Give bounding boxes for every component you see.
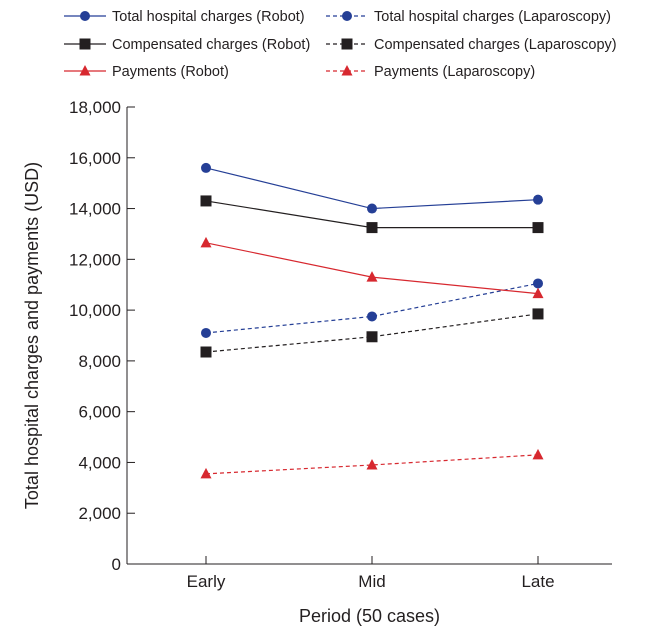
data-point [533, 194, 543, 205]
legend-label: Payments (Laparoscopy) [374, 64, 535, 80]
series-line [205, 282, 539, 334]
y-tick-label: 16,000 [69, 149, 121, 168]
data-point [366, 331, 378, 343]
data-point [200, 467, 212, 479]
y-tick-label: 4,000 [78, 453, 121, 472]
data-point [367, 203, 377, 214]
legend-label: Payments (Robot) [112, 64, 229, 80]
data-point [201, 327, 211, 338]
legend-label: Total hospital charges (Laparoscopy) [374, 9, 611, 25]
y-tick-label: 10,000 [69, 301, 121, 320]
data-point [532, 308, 544, 320]
data-point [200, 195, 212, 207]
legend-item: Payments (Laparoscopy) [326, 64, 535, 80]
data-point [532, 287, 544, 299]
legend-marker [342, 11, 352, 21]
y-tick-label: 8,000 [78, 352, 121, 371]
series-6 [200, 448, 544, 479]
x-axis-ticks: Early Mid Late [187, 556, 555, 591]
legend-label: Total hospital charges (Robot) [112, 9, 305, 25]
series-2 [201, 278, 543, 338]
y-tick-label: 18,000 [69, 98, 121, 117]
x-tick-label: Early [187, 572, 226, 591]
y-tick-label: 2,000 [78, 504, 121, 523]
data-point [532, 448, 544, 460]
legend-marker [80, 11, 90, 21]
legend-label: Compensated charges (Laparoscopy) [374, 37, 617, 53]
legend-item: Compensated charges (Robot) [64, 37, 310, 53]
chart-legend: Total hospital charges (Robot) Total hosp… [64, 9, 617, 80]
y-axis-ticks: 0 2,000 4,000 6,000 8,000 10,000 12,000 14,000 1… [69, 98, 135, 574]
data-point [200, 346, 212, 358]
y-tick-label: 12,000 [69, 250, 121, 269]
data-point [533, 278, 543, 289]
series-4 [200, 308, 544, 358]
x-axis-label: Period (50 cases) [299, 606, 440, 626]
data-point [366, 222, 378, 234]
data-point [200, 236, 212, 248]
series-3 [200, 195, 544, 234]
chart-axes: 0 2,000 4,000 6,000 8,000 10,000 12,000 14,000 1… [69, 98, 612, 591]
legend-label: Compensated charges (Robot) [112, 37, 310, 53]
data-point [367, 311, 377, 322]
y-tick-label: 0 [112, 555, 121, 574]
series-1 [201, 162, 543, 214]
data-point [201, 162, 211, 173]
series-5 [200, 236, 544, 299]
legend-item: Total hospital charges (Robot) [64, 9, 305, 25]
legend-item: Total hospital charges (Laparoscopy) [326, 9, 611, 25]
series-line [205, 167, 539, 210]
legend-item: Payments (Robot) [64, 64, 229, 80]
plot-area [200, 162, 544, 479]
data-point [366, 271, 378, 282]
data-point [366, 458, 378, 470]
series-line [205, 242, 539, 295]
data-point [532, 222, 544, 234]
legend-marker [341, 65, 353, 76]
legend-marker [79, 65, 91, 76]
legend-marker [341, 38, 353, 50]
legend-item: Compensated charges (Laparoscopy) [326, 37, 617, 53]
x-tick-label: Mid [358, 572, 385, 591]
legend-marker [79, 38, 91, 50]
x-tick-label: Late [521, 572, 554, 591]
y-tick-label: 6,000 [78, 403, 121, 422]
y-tick-label: 14,000 [69, 200, 121, 219]
y-axis-label: Total hospital charges and payments (USD… [22, 162, 42, 509]
